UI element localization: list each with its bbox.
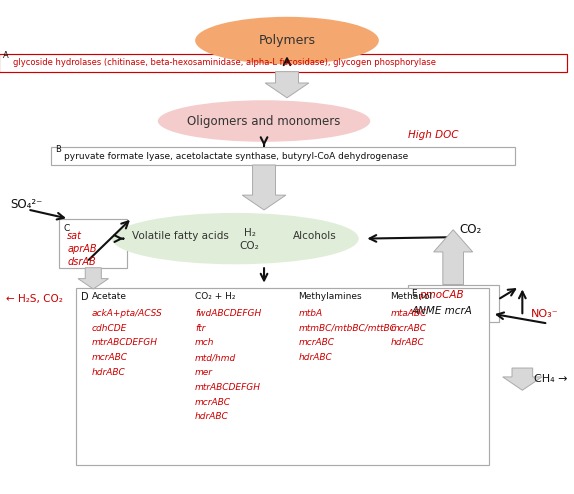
Text: dsrAB: dsrAB xyxy=(67,257,96,267)
Text: C: C xyxy=(64,224,70,233)
Text: Acetate: Acetate xyxy=(92,292,127,301)
Text: A: A xyxy=(3,51,9,60)
Ellipse shape xyxy=(158,100,370,142)
Text: Volatile fatty acids: Volatile fatty acids xyxy=(133,231,229,241)
Text: CO₂ + H₂: CO₂ + H₂ xyxy=(195,292,236,301)
Text: H₂: H₂ xyxy=(244,228,255,238)
Text: fwdABCDEFGH: fwdABCDEFGH xyxy=(195,309,261,318)
Text: mtd/hmd: mtd/hmd xyxy=(195,353,236,362)
Text: mtmBC/mtbBC/mttBC: mtmBC/mtbBC/mttBC xyxy=(298,324,397,332)
FancyBboxPatch shape xyxy=(0,54,567,72)
Polygon shape xyxy=(265,72,309,98)
Text: Oligomers and monomers: Oligomers and monomers xyxy=(187,115,341,127)
Text: glycoside hydrolases (chitinase, beta-hexosaminidase, alpha-L fucosidase), glyco: glycoside hydrolases (chitinase, beta-he… xyxy=(13,58,436,67)
Text: ANME mcrA: ANME mcrA xyxy=(412,306,472,316)
Text: mcrABC: mcrABC xyxy=(298,338,335,347)
Text: mch: mch xyxy=(195,338,215,347)
Text: hdrABC: hdrABC xyxy=(390,338,424,347)
Text: cdhCDE: cdhCDE xyxy=(92,324,127,332)
Text: NO₃⁻: NO₃⁻ xyxy=(531,309,559,319)
Text: mer: mer xyxy=(195,368,213,377)
Text: mtrABCDEFGH: mtrABCDEFGH xyxy=(92,338,158,347)
FancyBboxPatch shape xyxy=(59,219,127,268)
FancyBboxPatch shape xyxy=(51,147,515,165)
Text: hdrABC: hdrABC xyxy=(195,412,229,421)
Text: mcrABC: mcrABC xyxy=(390,324,426,332)
Text: ftr: ftr xyxy=(195,324,205,332)
Text: High DOC: High DOC xyxy=(408,130,458,140)
Text: aprAB: aprAB xyxy=(67,244,97,254)
Text: SO₄²⁻: SO₄²⁻ xyxy=(10,198,42,210)
Polygon shape xyxy=(78,268,108,289)
Ellipse shape xyxy=(195,17,379,64)
Text: mcrABC: mcrABC xyxy=(195,398,231,407)
Text: mtrABCDEFGH: mtrABCDEFGH xyxy=(195,383,261,392)
FancyBboxPatch shape xyxy=(76,288,489,465)
Text: D: D xyxy=(81,292,88,302)
Polygon shape xyxy=(434,230,473,285)
Text: mtbA: mtbA xyxy=(298,309,323,318)
Text: E: E xyxy=(412,289,417,298)
Text: CH₄ →: CH₄ → xyxy=(534,374,567,384)
Polygon shape xyxy=(242,165,286,210)
Text: Methylamines: Methylamines xyxy=(298,292,362,301)
Text: CO₂: CO₂ xyxy=(240,241,259,251)
Text: pyruvate formate lyase, acetolactate synthase, butyryl-CoA dehydrogenase: pyruvate formate lyase, acetolactate syn… xyxy=(64,152,409,161)
Text: CO₂: CO₂ xyxy=(459,223,482,236)
Text: hdrABC: hdrABC xyxy=(298,353,332,362)
Text: sat: sat xyxy=(67,231,82,241)
FancyBboxPatch shape xyxy=(408,285,499,322)
Text: ← H₂S, CO₂: ← H₂S, CO₂ xyxy=(6,294,63,304)
Text: Methanol: Methanol xyxy=(390,292,432,301)
Text: hdrABC: hdrABC xyxy=(92,368,126,377)
Text: mcrABC: mcrABC xyxy=(92,353,128,362)
Text: pmoCAB: pmoCAB xyxy=(419,290,464,300)
Text: mtaABC: mtaABC xyxy=(390,309,426,318)
Text: ackA+pta/ACSS: ackA+pta/ACSS xyxy=(92,309,162,318)
Text: B: B xyxy=(55,145,61,154)
Text: Alcohols: Alcohols xyxy=(293,231,336,241)
Ellipse shape xyxy=(112,213,359,264)
Polygon shape xyxy=(503,368,542,390)
Text: Polymers: Polymers xyxy=(258,34,316,47)
